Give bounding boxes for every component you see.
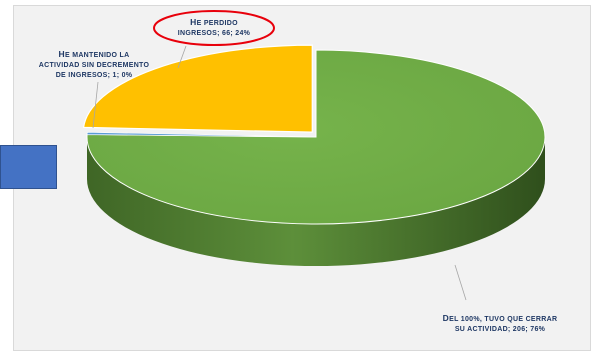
- label-mantenido-line2: ACTIVIDAD SIN DECREMENTO: [39, 62, 150, 69]
- highlight-circle: [153, 10, 275, 46]
- label-he-perdido-line2: INGRESOS; 66; 24%: [178, 30, 251, 37]
- leader-line-green: [454, 264, 467, 301]
- pie-slice-tuvo-que-cerrar: [86, 49, 546, 225]
- leader-line-blue: [92, 81, 99, 129]
- blue-rectangle-shape: [0, 145, 57, 189]
- label-he-perdido-line1: HE PERDIDO: [190, 17, 238, 27]
- label-tuvo-que-cerrar-line1: DEL 100%, TUVO QUE CERRAR: [443, 313, 558, 323]
- pie-slice-green-side: [87, 137, 545, 266]
- label-mantenido-line1: HE MANTENIDO LA: [59, 49, 130, 59]
- pie-slice-he-perdido-ingresos: [82, 44, 313, 133]
- label-mantenido-line3: DE INGRESOS; 1; 0%: [56, 72, 133, 79]
- leader-line-yellow: [177, 45, 187, 69]
- pie-slice-mantenido-actividad: [86, 132, 317, 138]
- label-tuvo-que-cerrar-line2: SU ACTIVIDAD; 206; 76%: [455, 326, 546, 333]
